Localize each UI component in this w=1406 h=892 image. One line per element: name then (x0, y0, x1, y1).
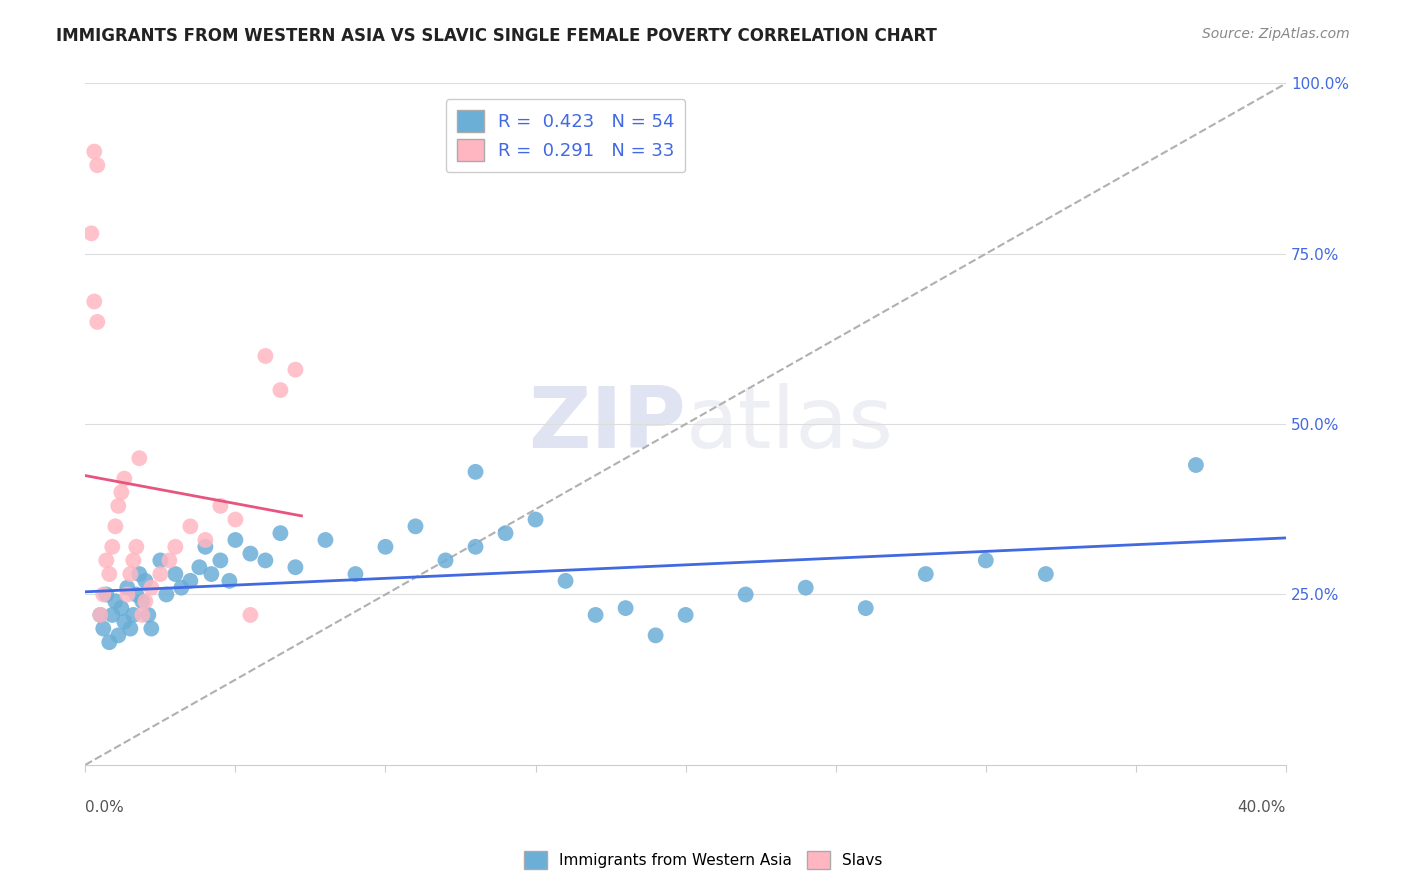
Point (284, 362, 307, 376)
Point (585, 607, 607, 622)
Point (464, 540, 486, 554)
Point (120, 567, 142, 582)
Point (155, 587, 177, 601)
Point (170, 581, 193, 595)
Point (96, 587, 118, 601)
Point (89, 607, 111, 622)
Point (128, 451, 150, 466)
Point (107, 628, 129, 642)
Point (179, 574, 201, 588)
Point (101, 607, 124, 622)
Point (974, 553, 997, 567)
Point (104, 519, 127, 533)
Point (194, 540, 217, 554)
Point (122, 607, 145, 622)
Point (98, 635, 121, 649)
Legend: Immigrants from Western Asia, Slavs: Immigrants from Western Asia, Slavs (517, 845, 889, 875)
Point (224, 512, 246, 526)
Point (134, 594, 156, 608)
Point (96, 553, 118, 567)
Point (344, 567, 367, 582)
Point (128, 567, 150, 582)
Point (254, 349, 277, 363)
Point (86, 315, 108, 329)
Point (104, 594, 127, 608)
Point (644, 628, 666, 642)
Point (209, 553, 232, 567)
Point (239, 607, 262, 622)
Point (464, 465, 486, 479)
Point (165, 567, 187, 582)
Point (117, 587, 139, 601)
Point (200, 567, 222, 582)
Point (134, 574, 156, 588)
Point (86, 158, 108, 172)
Point (91, 622, 114, 636)
Point (855, 601, 877, 615)
Point (149, 553, 172, 567)
Point (122, 553, 145, 567)
Point (141, 581, 163, 595)
Point (1035, 567, 1057, 582)
Point (495, 526, 517, 541)
Text: ZIP: ZIP (527, 383, 686, 466)
Point (524, 512, 547, 526)
Point (141, 622, 163, 636)
Point (98, 567, 121, 582)
Point (794, 581, 817, 595)
Point (554, 574, 576, 588)
Point (188, 560, 211, 574)
Point (269, 383, 291, 397)
Point (269, 526, 291, 541)
Point (83, 294, 105, 309)
Point (91, 587, 114, 601)
Text: atlas: atlas (686, 383, 894, 466)
Point (112, 615, 135, 629)
Text: Source: ZipAtlas.com: Source: ZipAtlas.com (1202, 27, 1350, 41)
Point (80, 227, 103, 241)
Point (157, 553, 180, 567)
Point (914, 567, 936, 582)
Point (83, 145, 105, 159)
Legend: R =  0.423   N = 54, R =  0.291   N = 33: R = 0.423 N = 54, R = 0.291 N = 33 (446, 99, 685, 172)
Point (165, 540, 187, 554)
Text: 0.0%: 0.0% (86, 799, 124, 814)
Point (284, 560, 307, 574)
Point (120, 622, 142, 636)
Point (434, 553, 457, 567)
Point (254, 553, 277, 567)
Point (110, 601, 132, 615)
Point (314, 533, 336, 547)
Point (675, 607, 697, 622)
Point (131, 594, 153, 608)
Point (138, 607, 160, 622)
Point (239, 547, 262, 561)
Point (89, 607, 111, 622)
Point (110, 485, 132, 500)
Point (125, 540, 148, 554)
Point (374, 540, 396, 554)
Point (117, 581, 139, 595)
Point (179, 519, 201, 533)
Point (734, 587, 756, 601)
Point (131, 607, 153, 622)
Point (149, 567, 172, 582)
Point (614, 601, 637, 615)
Point (1185, 458, 1208, 472)
Point (224, 533, 246, 547)
Point (112, 472, 135, 486)
Point (194, 533, 217, 547)
Point (101, 540, 124, 554)
Point (107, 499, 129, 513)
Point (125, 587, 148, 601)
Point (405, 519, 427, 533)
Point (218, 574, 240, 588)
Text: 40.0%: 40.0% (1237, 799, 1286, 814)
Point (209, 499, 232, 513)
Text: IMMIGRANTS FROM WESTERN ASIA VS SLAVIC SINGLE FEMALE POVERTY CORRELATION CHART: IMMIGRANTS FROM WESTERN ASIA VS SLAVIC S… (56, 27, 938, 45)
